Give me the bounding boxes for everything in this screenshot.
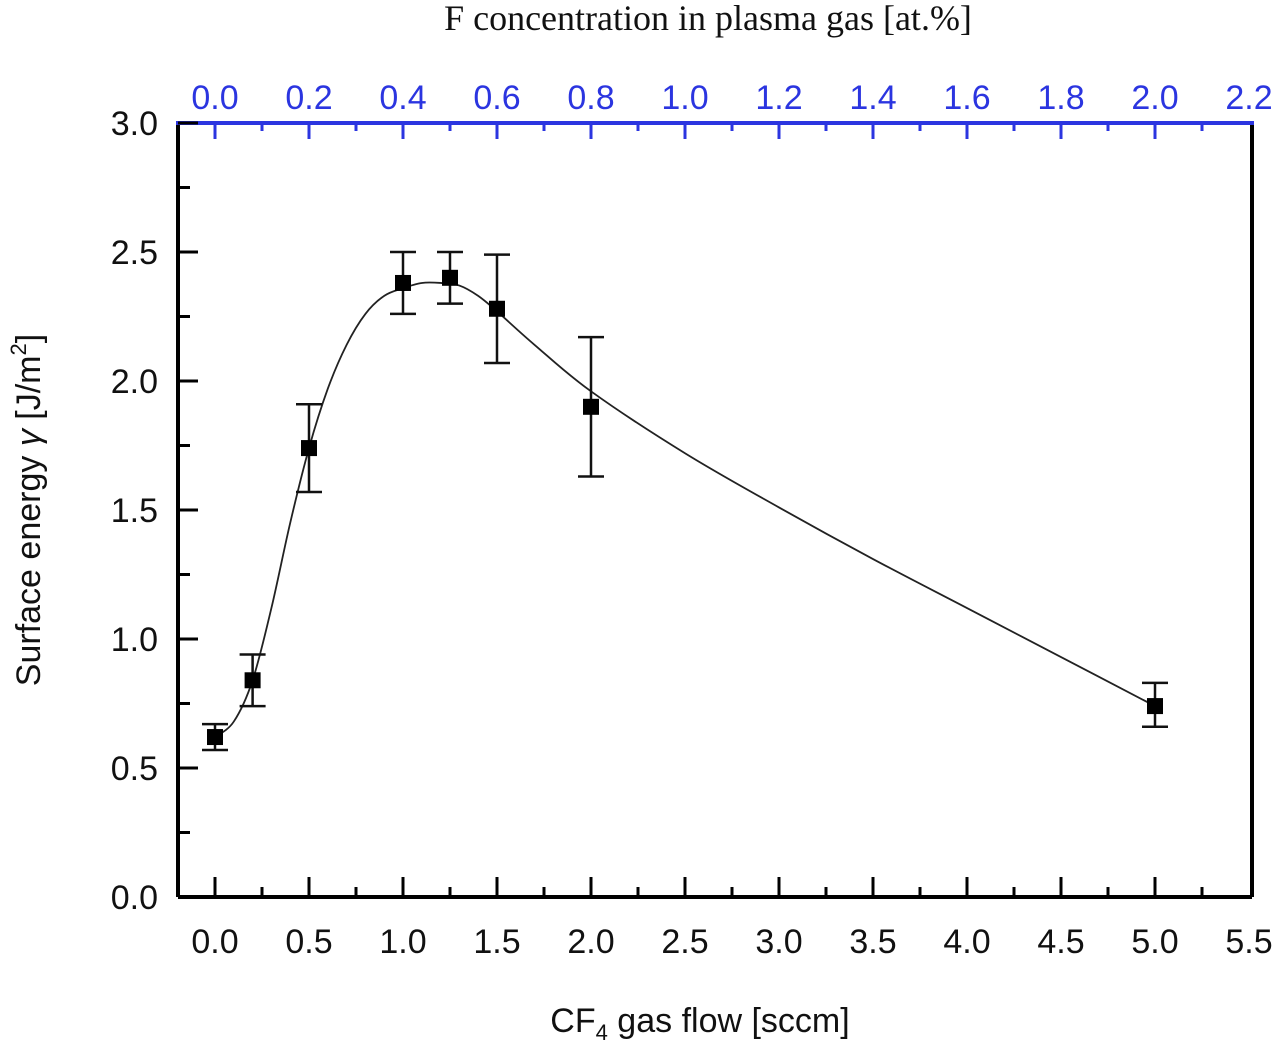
data-point xyxy=(202,722,228,752)
x-tick-label: 1.0 xyxy=(379,923,426,961)
top-tick-label: 1.2 xyxy=(755,79,802,117)
square-marker xyxy=(395,274,411,291)
y-tick-label: 0.0 xyxy=(111,879,158,917)
x-axis: 0.0 0.5 1.0 1.5 2.0 2.5 3.0 3.5 4.0 4.5 5.0 5.5 xyxy=(191,877,1273,961)
top-x-axis: 0.0 0.2 0.4 0.6 0.8 1.0 1.2 1.4 1.6 1.8 2.0 2.2 xyxy=(191,79,1273,139)
x-tick-label: 4.5 xyxy=(1037,923,1084,961)
x-tick-label: 3.0 xyxy=(755,923,802,961)
square-marker xyxy=(207,729,223,746)
top-tick-label: 0.4 xyxy=(379,79,426,117)
top-tick-label: 1.8 xyxy=(1037,79,1084,117)
x-tick-label: 0.5 xyxy=(285,923,332,961)
y-tick-label: 3.0 xyxy=(111,105,158,143)
square-marker xyxy=(489,300,505,317)
top-tick-label: 2.2 xyxy=(1225,79,1272,117)
y-tick-label: 1.5 xyxy=(111,492,158,530)
x-tick-label: 2.0 xyxy=(567,923,614,961)
y-axis: 0.0 0.5 1.0 1.5 2.0 2.5 3.0 xyxy=(111,105,198,917)
square-marker xyxy=(1147,698,1163,715)
y-axis-title: Surface energy γ [J/m2] xyxy=(6,334,48,686)
top-tick-label: 0.0 xyxy=(191,79,238,117)
x-tick-label: 0.0 xyxy=(191,923,238,961)
data-point xyxy=(1142,681,1168,728)
data-point xyxy=(390,250,416,316)
data-point xyxy=(437,250,463,305)
top-tick-label: 0.6 xyxy=(473,79,520,117)
data-point xyxy=(239,653,266,708)
top-tick-label: 0.8 xyxy=(567,79,614,117)
y-tick-label: 2.5 xyxy=(111,234,158,272)
top-tick-label: 1.6 xyxy=(943,79,990,117)
top-tick-label: 0.2 xyxy=(285,79,332,117)
square-marker xyxy=(583,398,599,415)
top-axis-title: F concentration in plasma gas [at.%] xyxy=(444,0,972,38)
y-tick-label: 2.0 xyxy=(111,363,158,401)
square-marker xyxy=(244,672,261,689)
x-tick-label: 5.5 xyxy=(1225,923,1272,961)
x-tick-label: 1.5 xyxy=(473,923,520,961)
x-tick-label: 4.0 xyxy=(943,923,990,961)
square-marker xyxy=(301,440,317,457)
data-point xyxy=(484,253,510,365)
x-axis-title: CF4 gas flow [sccm] xyxy=(550,1002,849,1042)
square-marker xyxy=(442,269,458,286)
data-point xyxy=(578,335,604,478)
top-tick-label: 2.0 xyxy=(1131,79,1178,117)
top-tick-label: 1.4 xyxy=(849,79,896,117)
data-point xyxy=(296,402,322,494)
x-tick-label: 5.0 xyxy=(1131,923,1178,961)
y-tick-label: 1.0 xyxy=(111,621,158,659)
y-tick-label: 0.5 xyxy=(111,750,158,788)
data-points xyxy=(202,250,1168,752)
plot-area xyxy=(176,121,1254,899)
top-tick-label: 1.0 xyxy=(661,79,708,117)
fit-curve xyxy=(214,281,1156,738)
x-tick-label: 2.5 xyxy=(661,923,708,961)
x-tick-label: 3.5 xyxy=(849,923,896,961)
